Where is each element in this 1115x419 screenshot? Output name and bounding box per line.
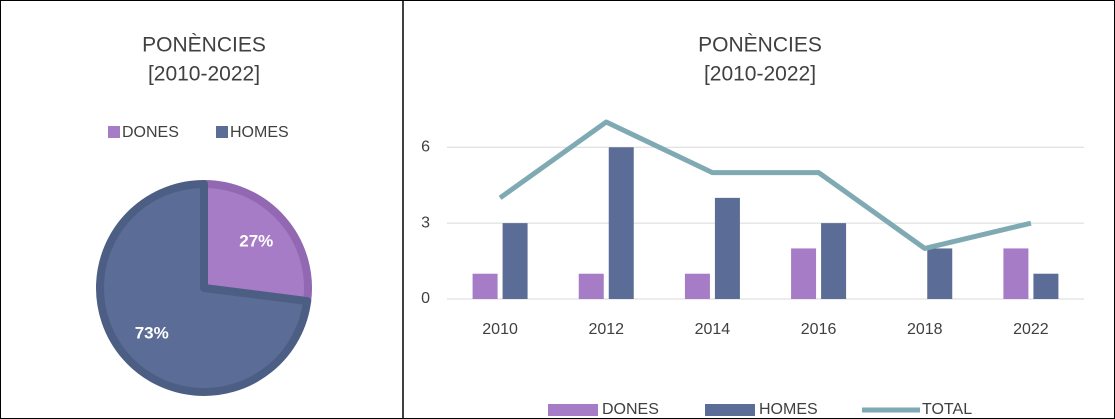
bar bbox=[608, 147, 634, 299]
pie-subtitle: [2010-2022] bbox=[148, 63, 260, 86]
x-tick-label: 2014 bbox=[695, 321, 731, 338]
legend-label: HOMES bbox=[759, 401, 818, 418]
x-tick-label: 2018 bbox=[907, 321, 943, 338]
bar bbox=[578, 273, 604, 299]
pie-title: PONÈNCIES bbox=[142, 34, 266, 57]
bar bbox=[472, 273, 498, 299]
x-tick-label: 2010 bbox=[482, 321, 518, 338]
bar bbox=[684, 273, 710, 299]
x-tick-label: 2012 bbox=[588, 321, 624, 338]
bar bbox=[791, 248, 817, 299]
legend-swatch bbox=[108, 126, 120, 138]
x-tick-label: 2016 bbox=[801, 321, 837, 338]
y-tick-label: 0 bbox=[421, 290, 430, 307]
legend-label: DONES bbox=[602, 401, 659, 418]
pie-slice bbox=[200, 180, 312, 306]
legend-swatch bbox=[548, 404, 598, 416]
bar bbox=[1033, 273, 1059, 299]
legend-label: TOTAL bbox=[922, 401, 972, 418]
total-line bbox=[498, 119, 1032, 251]
bar bbox=[1003, 248, 1029, 299]
bar-title: PONÈNCIES bbox=[698, 34, 822, 57]
y-tick-label: 6 bbox=[421, 139, 430, 156]
y-tick-label: 3 bbox=[421, 214, 430, 231]
legend-swatch bbox=[705, 404, 755, 416]
bar bbox=[821, 223, 847, 299]
legend-label: HOMES bbox=[230, 124, 289, 141]
bar bbox=[714, 197, 740, 299]
bar bbox=[502, 223, 528, 299]
bar-subtitle: [2010-2022] bbox=[704, 63, 816, 86]
legend-label: DONES bbox=[122, 124, 179, 141]
bar bbox=[927, 248, 953, 299]
legend-swatch bbox=[216, 126, 228, 138]
pie-label: 73% bbox=[135, 324, 169, 343]
pie-label: 27% bbox=[239, 231, 273, 250]
pie-slice bbox=[96, 180, 312, 396]
x-tick-label: 2022 bbox=[1013, 321, 1049, 338]
